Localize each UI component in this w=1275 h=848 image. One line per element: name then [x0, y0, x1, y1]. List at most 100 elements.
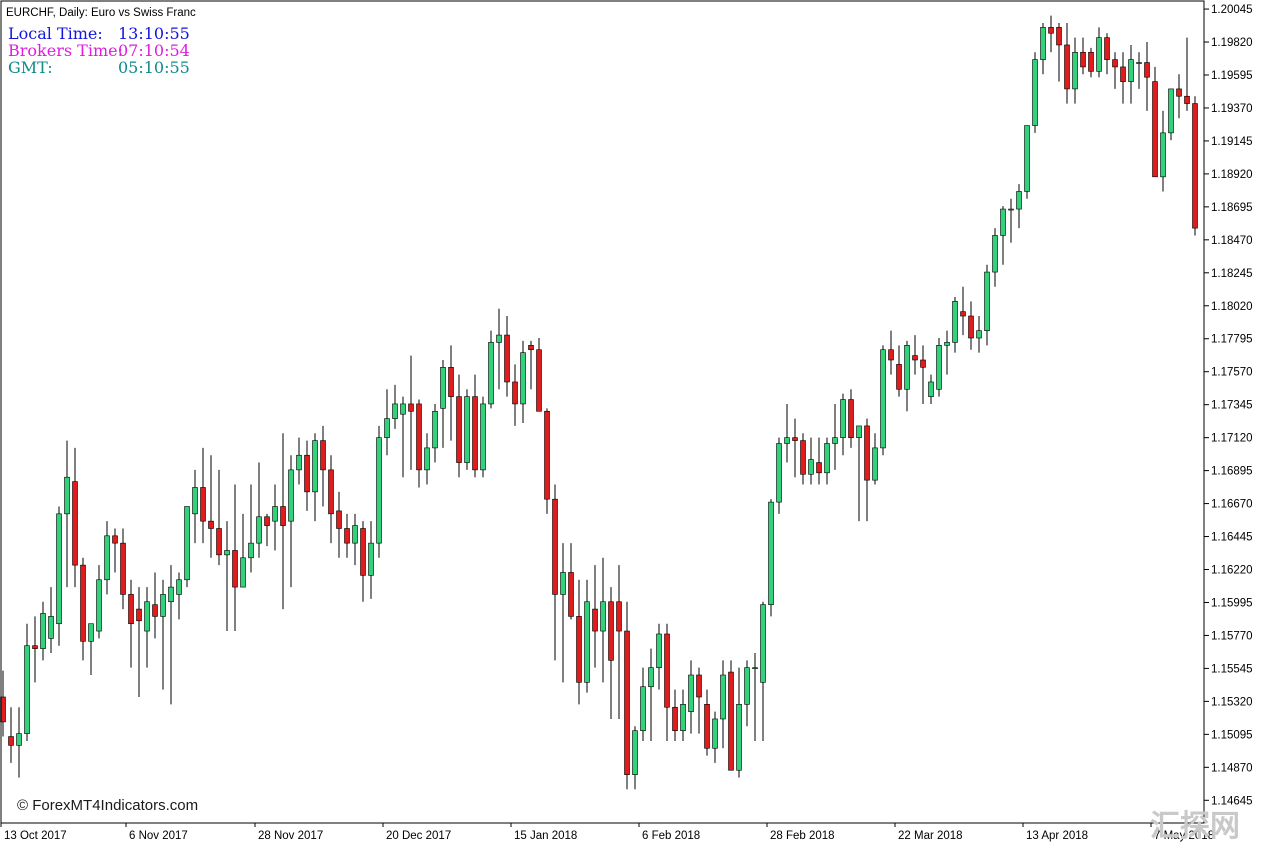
- candle: [448, 345, 454, 441]
- candle: [912, 335, 918, 375]
- candle: [336, 491, 342, 558]
- candle: [816, 437, 822, 485]
- candle: [928, 374, 934, 404]
- gmt-value: 05:10:55: [118, 58, 190, 77]
- candle-body-bear: [8, 736, 14, 746]
- candle: [576, 579, 582, 705]
- local-time-label: Local Time:: [8, 24, 103, 43]
- candle-body-bull: [840, 399, 846, 438]
- candle-body-bear: [112, 535, 118, 544]
- candle: [64, 440, 70, 588]
- candle: [1024, 125, 1030, 199]
- candle-body-bear: [216, 528, 222, 556]
- candle: [744, 660, 750, 727]
- y-tick-label: 1.18920: [1211, 169, 1253, 181]
- y-tick-label: 1.17795: [1211, 334, 1253, 346]
- candle-body-bull: [648, 667, 654, 688]
- candle: [408, 355, 414, 470]
- candle: [856, 425, 862, 522]
- candle: [72, 447, 78, 588]
- watermark-text: 汇探网: [1150, 809, 1240, 844]
- candle-body-bull: [240, 557, 246, 588]
- candle-body-bull: [928, 381, 934, 397]
- candle-body-bear: [1192, 103, 1198, 229]
- candle: [560, 543, 566, 683]
- candle-body-bull: [992, 235, 998, 273]
- candle: [664, 623, 670, 741]
- candle-body-bear: [568, 572, 574, 617]
- candle-body-bear: [1104, 37, 1110, 60]
- price-axis: 1.20045 1.19820 1.19595 1.19370 1.19145 1.189…: [1204, 4, 1253, 807]
- candle: [256, 462, 262, 558]
- candle: [608, 587, 614, 719]
- y-tick-label: 1.14645: [1211, 795, 1253, 807]
- candle: [472, 374, 478, 478]
- candle-body-bear: [1056, 27, 1062, 46]
- candle-body-bull: [680, 704, 686, 731]
- candle: [264, 513, 270, 547]
- candle: [520, 340, 526, 423]
- candle-body-bull: [392, 403, 398, 419]
- candle-body-bull: [1016, 191, 1022, 210]
- candle: [168, 565, 174, 705]
- candle-body-bull: [808, 459, 814, 475]
- candle: [1176, 74, 1182, 119]
- candle-body-bear: [280, 506, 286, 526]
- candle: [728, 660, 734, 771]
- x-tick-label: 20 Dec 2017: [386, 830, 451, 842]
- broker-time-value: 07:10:54: [118, 41, 190, 60]
- candle-body-bear: [728, 671, 734, 771]
- candle-body-bear: [1048, 27, 1054, 34]
- candle: [232, 484, 238, 632]
- candle: [680, 689, 686, 741]
- candle: [880, 345, 886, 456]
- candle-body-bear: [1176, 88, 1182, 97]
- candle-body-bear: [448, 367, 454, 397]
- candle: [712, 711, 718, 763]
- candle: [1080, 37, 1086, 75]
- candle-body-bull: [288, 469, 294, 522]
- candle: [696, 667, 702, 734]
- candle-body-bull: [880, 349, 886, 449]
- candle-body-bull: [384, 418, 390, 438]
- candle-body-bull: [488, 342, 494, 405]
- candle-body-bull: [424, 447, 430, 471]
- candle-body-bull: [96, 579, 102, 632]
- candle-body-bull: [464, 396, 470, 463]
- gmt-label: GMT:: [8, 58, 53, 77]
- candle-body-bear: [128, 594, 134, 625]
- y-tick-label: 1.19595: [1211, 70, 1253, 82]
- candle: [1120, 52, 1126, 104]
- candle-body-bear: [528, 345, 534, 351]
- candle-body-bull: [520, 352, 526, 405]
- candle-body-bear: [912, 355, 918, 361]
- candle-body-bear: [624, 630, 630, 775]
- candle-body-bear: [576, 616, 582, 683]
- candle: [120, 528, 126, 610]
- candle: [496, 308, 502, 390]
- candle: [616, 565, 622, 719]
- candle-body-bull: [248, 542, 254, 559]
- candle: [512, 364, 518, 426]
- candle-body-bear: [792, 437, 798, 441]
- candle: [1160, 110, 1166, 192]
- x-tick-label: 6 Feb 2018: [642, 830, 700, 842]
- y-tick-label: 1.17120: [1211, 433, 1253, 445]
- y-tick-label: 1.18470: [1211, 235, 1253, 247]
- candle: [752, 653, 758, 741]
- candle: [1096, 27, 1102, 78]
- clock-panel: Local Time: 13:10:55 Brokers Time: 07:10…: [8, 24, 190, 77]
- candle-body-bull: [1040, 27, 1046, 60]
- candle-body-bull: [224, 550, 230, 556]
- candle-body-bull: [168, 586, 174, 603]
- candle-body-bull: [192, 487, 198, 515]
- candle-body-bull: [736, 704, 742, 771]
- y-tick-label: 1.18020: [1211, 301, 1253, 313]
- candle-body-bear: [888, 349, 894, 361]
- candle: [432, 403, 438, 463]
- candle-body-bear: [536, 349, 542, 412]
- candle-body-bear: [544, 410, 550, 500]
- candle-body-bear: [864, 425, 870, 481]
- candle: [488, 330, 494, 409]
- candle-body-bull: [656, 633, 662, 668]
